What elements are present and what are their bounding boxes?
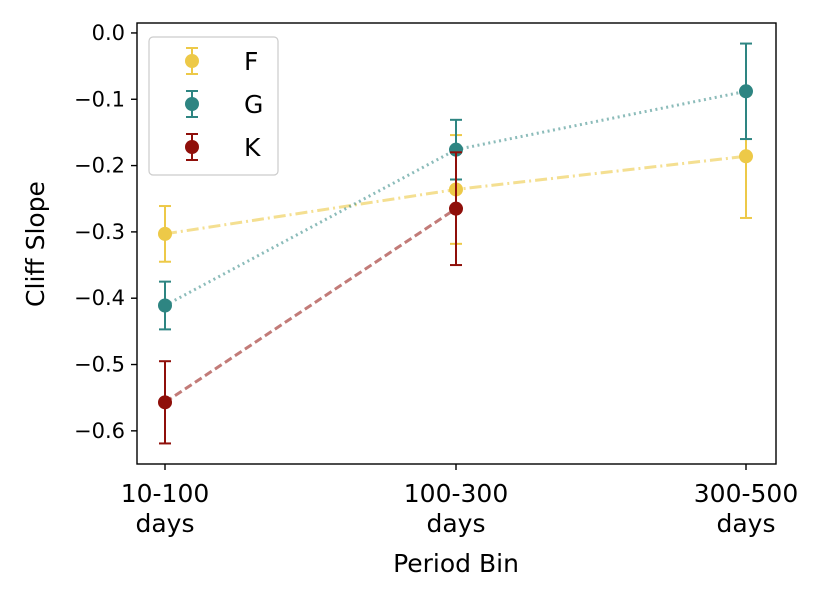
x-axis-title: Period Bin xyxy=(393,549,519,578)
legend-label: G xyxy=(244,90,263,119)
x-tick-label: days xyxy=(426,509,485,538)
y-tick-label: −0.5 xyxy=(74,353,125,377)
y-tick-label: −0.6 xyxy=(74,419,125,443)
axis-layer: 0.0−0.1−0.2−0.3−0.4−0.5−0.610-100days100… xyxy=(74,21,798,538)
series-line-K xyxy=(164,207,457,404)
legend-entry-K: K xyxy=(185,133,261,162)
legend-entry-G: G xyxy=(185,90,263,119)
y-tick-label: 0.0 xyxy=(92,21,125,45)
y-axis-title: Cliff Slope xyxy=(21,181,50,307)
x-tick-label: days xyxy=(716,509,775,538)
legend-marker xyxy=(185,54,199,68)
x-tick-label: 100-300 xyxy=(404,479,508,508)
legend-entry-F: F xyxy=(185,47,258,76)
x-tick-label: 300-500 xyxy=(694,479,798,508)
data-point-F-0 xyxy=(158,226,172,241)
data-point-K-0 xyxy=(158,395,172,410)
data-point-G-0 xyxy=(158,298,172,313)
legend-marker xyxy=(185,97,199,111)
x-tick-label: 10-100 xyxy=(121,479,210,508)
legend-label: F xyxy=(244,47,258,76)
y-tick-label: −0.2 xyxy=(74,154,125,178)
y-tick-label: −0.1 xyxy=(74,87,125,111)
legend-marker xyxy=(185,140,199,154)
y-tick-label: −0.3 xyxy=(74,220,125,244)
data-point-F-2 xyxy=(739,149,753,164)
y-tick-label: −0.4 xyxy=(74,286,125,310)
plot-layer xyxy=(158,42,753,445)
legend-box xyxy=(148,36,279,176)
data-point-G-2 xyxy=(739,84,753,99)
x-tick-label: days xyxy=(135,509,194,538)
data-point-K-1 xyxy=(449,201,463,216)
legend-label: K xyxy=(244,133,261,162)
legend: FGK xyxy=(148,36,279,176)
